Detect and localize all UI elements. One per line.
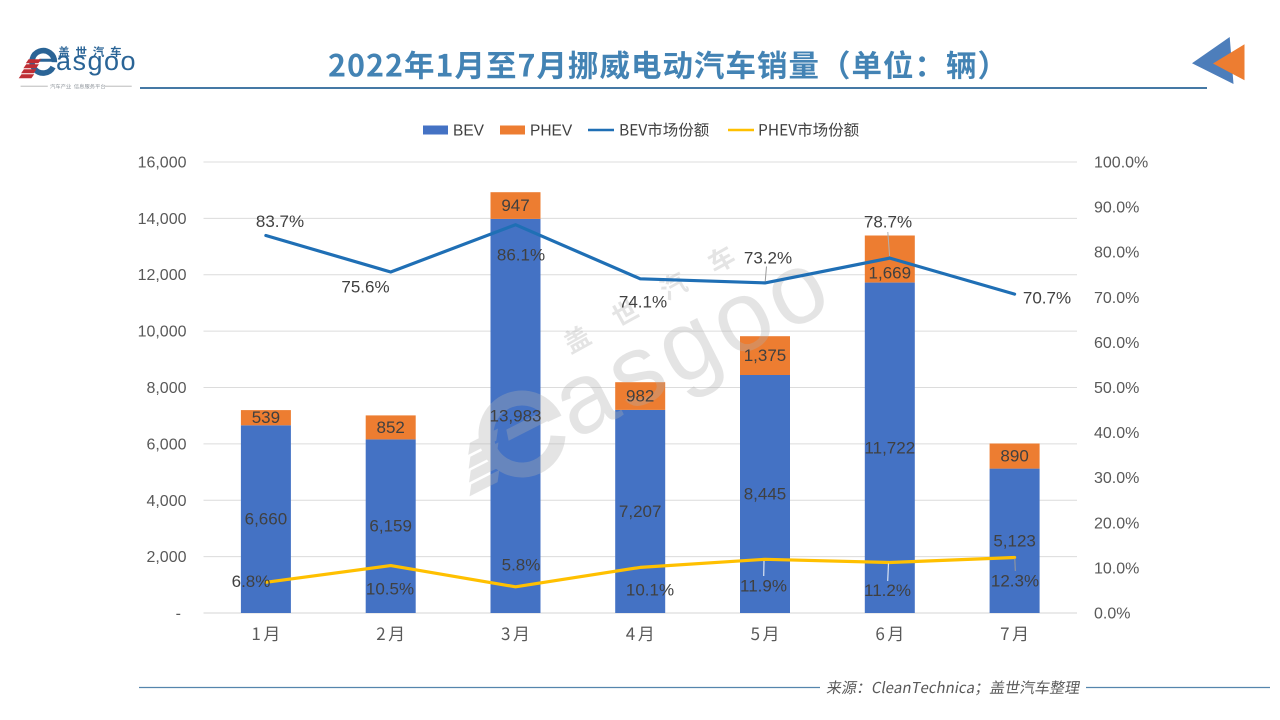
svg-text:80.0%: 80.0% [1094,245,1139,262]
svg-text:6,159: 6,159 [369,517,412,536]
svg-text:14,000: 14,000 [138,211,187,228]
svg-text:PHEV: PHEV [530,123,573,140]
svg-text:11.2%: 11.2% [864,581,911,600]
svg-text:6.8%: 6.8% [232,572,271,591]
svg-text:70.0%: 70.0% [1094,290,1139,307]
svg-text:2,000: 2,000 [146,549,186,566]
svg-text:10.5%: 10.5% [366,580,414,599]
svg-text:30.0%: 30.0% [1094,470,1139,487]
svg-text:6,000: 6,000 [146,436,186,453]
svg-text:83.7%: 83.7% [256,212,304,231]
svg-text:947: 947 [501,196,529,215]
svg-text:73.2%: 73.2% [744,249,792,268]
svg-text:74.1%: 74.1% [619,293,667,312]
svg-text:852: 852 [377,418,405,437]
svg-text:11.9%: 11.9% [740,577,787,596]
svg-text:86.1%: 86.1% [497,246,545,265]
svg-text:100.0%: 100.0% [1094,155,1148,172]
svg-text:4,000: 4,000 [146,493,186,510]
svg-text:1,375: 1,375 [744,346,787,365]
svg-text:8,445: 8,445 [744,485,787,504]
svg-text:8,000: 8,000 [146,380,186,397]
svg-text:20.0%: 20.0% [1094,515,1139,532]
svg-text:16,000: 16,000 [138,155,187,172]
svg-text:13,983: 13,983 [490,406,542,425]
svg-text:asgoo: asgoo [56,46,137,76]
svg-text:890: 890 [1000,447,1028,466]
svg-text:12.3%: 12.3% [991,572,1039,591]
svg-text:50.0%: 50.0% [1094,380,1139,397]
svg-text:BEV: BEV [453,123,485,140]
svg-text:6,660: 6,660 [245,510,288,529]
svg-text:78.7%: 78.7% [864,213,912,232]
svg-text:10,000: 10,000 [138,324,187,341]
svg-text:70.7%: 70.7% [1023,289,1071,308]
svg-text:75.6%: 75.6% [341,278,389,297]
svg-text:11,722: 11,722 [864,438,915,457]
svg-text:40.0%: 40.0% [1094,425,1139,442]
svg-text:-: - [176,606,181,623]
svg-text:90.0%: 90.0% [1094,200,1139,217]
svg-text:10.0%: 10.0% [1094,560,1139,577]
svg-text:7,207: 7,207 [619,502,662,521]
svg-text:5,123: 5,123 [993,531,1036,550]
svg-text:12,000: 12,000 [138,267,187,284]
svg-text:1,669: 1,669 [869,264,912,283]
svg-text:982: 982 [626,387,654,406]
svg-text:60.0%: 60.0% [1094,335,1139,352]
svg-text:10.1%: 10.1% [626,581,674,600]
svg-text:0.0%: 0.0% [1094,606,1130,623]
svg-text:539: 539 [252,408,280,427]
svg-text:5.8%: 5.8% [502,556,541,575]
